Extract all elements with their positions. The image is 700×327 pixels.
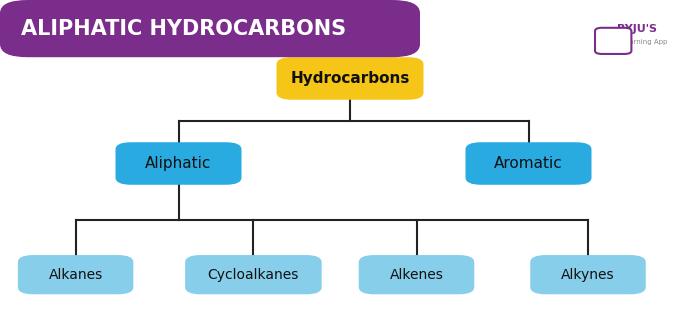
FancyBboxPatch shape	[116, 142, 241, 185]
FancyBboxPatch shape	[0, 0, 420, 57]
FancyBboxPatch shape	[358, 255, 475, 294]
FancyBboxPatch shape	[466, 142, 592, 185]
Text: The Learning App: The Learning App	[606, 39, 668, 45]
Text: Alkynes: Alkynes	[561, 268, 615, 282]
Text: Alkenes: Alkenes	[390, 268, 443, 282]
Text: Aliphatic: Aliphatic	[146, 156, 211, 171]
Text: Aromatic: Aromatic	[494, 156, 563, 171]
Text: Cycloalkanes: Cycloalkanes	[208, 268, 299, 282]
Text: ALIPHATIC HYDROCARBONS: ALIPHATIC HYDROCARBONS	[21, 19, 346, 39]
Text: BYJU'S: BYJU'S	[617, 24, 657, 34]
FancyBboxPatch shape	[185, 255, 321, 294]
FancyBboxPatch shape	[18, 255, 133, 294]
FancyBboxPatch shape	[276, 57, 424, 100]
FancyBboxPatch shape	[595, 28, 631, 54]
Text: Hydrocarbons: Hydrocarbons	[290, 71, 410, 86]
FancyBboxPatch shape	[531, 255, 645, 294]
Text: Alkanes: Alkanes	[48, 268, 103, 282]
